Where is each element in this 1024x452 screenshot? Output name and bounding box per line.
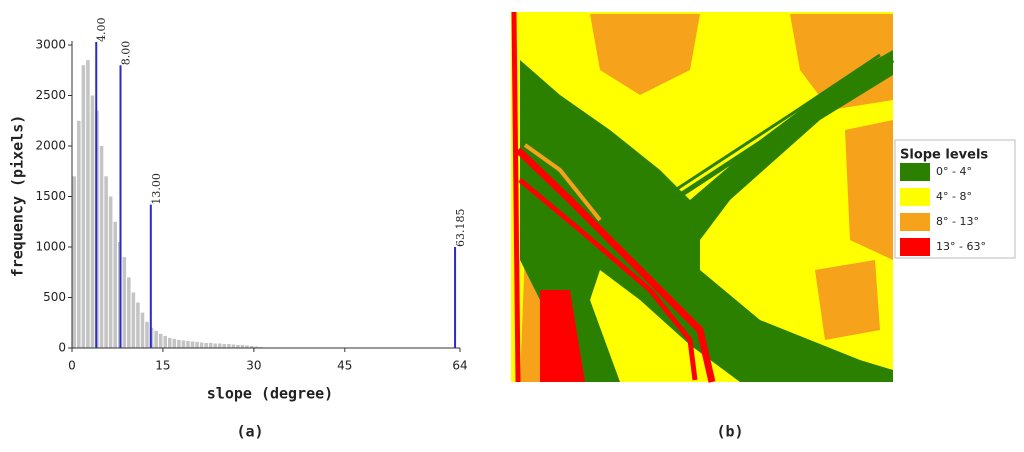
y-tick-label: 2500 (35, 88, 66, 102)
map-region (520, 50, 893, 382)
bar (72, 176, 77, 348)
threshold-label: 63.185 (454, 209, 467, 248)
map-region (845, 120, 893, 260)
legend-label: 4° - 8° (936, 190, 972, 203)
legend-swatch (900, 163, 930, 181)
bar (99, 146, 104, 348)
threshold-label: 8.00 (120, 41, 133, 66)
bar (208, 342, 213, 348)
y-tick-label: 1500 (35, 189, 66, 203)
bar (218, 343, 222, 348)
y-tick-label: 0 (58, 341, 66, 355)
slope-map (511, 11, 895, 383)
threshold-label: 4.00 (95, 17, 108, 42)
bar (195, 341, 199, 348)
bar (227, 343, 231, 348)
map-ridge (515, 147, 716, 383)
legend-label: 0° - 4° (936, 165, 972, 178)
legend-title: Slope levels (900, 148, 988, 163)
bar (172, 338, 177, 348)
bar (249, 345, 254, 348)
x-tick-label: 30 (246, 359, 261, 373)
map-region (540, 290, 585, 382)
bar (177, 339, 181, 348)
map-ridge (511, 11, 521, 383)
bar (104, 176, 108, 348)
bar (199, 342, 204, 348)
y-tick-label: 3000 (35, 38, 66, 52)
x-tick-label: 0 (68, 359, 76, 373)
y-tick-label: 2000 (35, 139, 66, 153)
bar (122, 257, 127, 348)
map-ridge (659, 53, 881, 202)
legend-label: 13° - 63° (936, 240, 986, 253)
bar (254, 346, 258, 348)
bar (163, 335, 167, 348)
map-region (590, 14, 700, 95)
bar (86, 60, 90, 349)
bar (204, 342, 208, 348)
bar (167, 337, 172, 348)
bar (236, 344, 240, 348)
bar (108, 196, 113, 348)
panel-label: (b) (716, 423, 743, 441)
bar (127, 277, 131, 348)
map-ridge (518, 178, 698, 381)
bar (186, 340, 190, 348)
panel-label: (a) (236, 423, 263, 441)
legend-swatch (900, 188, 930, 206)
x-tick-label: 45 (337, 359, 352, 373)
map-ridge (523, 143, 602, 222)
bar (158, 333, 163, 348)
legend-swatch (900, 238, 930, 256)
bar (181, 340, 186, 348)
map-ridge (648, 57, 895, 218)
map-region (815, 260, 880, 340)
bar (90, 95, 95, 348)
bar (136, 302, 140, 348)
bar (222, 343, 227, 348)
bar (140, 312, 145, 348)
bar (113, 221, 117, 348)
bar (145, 321, 149, 348)
bar (240, 344, 245, 348)
y-tick-label: 500 (43, 290, 66, 304)
bar (154, 330, 158, 348)
bar (131, 292, 136, 348)
bar (213, 343, 217, 348)
legend-label: 8° - 13° (936, 215, 979, 228)
y-axis-label: frequency (pixels) (9, 115, 27, 278)
x-tick-label: 64 (452, 359, 467, 373)
bar (245, 345, 249, 348)
y-tick-label: 1000 (35, 240, 66, 254)
bar (77, 120, 81, 348)
bar (258, 346, 263, 348)
bar (231, 344, 236, 348)
x-axis-label: slope (degree) (207, 385, 333, 403)
bar (190, 341, 195, 348)
x-tick-label: 15 (155, 359, 170, 373)
threshold-label: 13.00 (150, 173, 163, 205)
bar (81, 65, 86, 348)
legend-swatch (900, 213, 930, 231)
